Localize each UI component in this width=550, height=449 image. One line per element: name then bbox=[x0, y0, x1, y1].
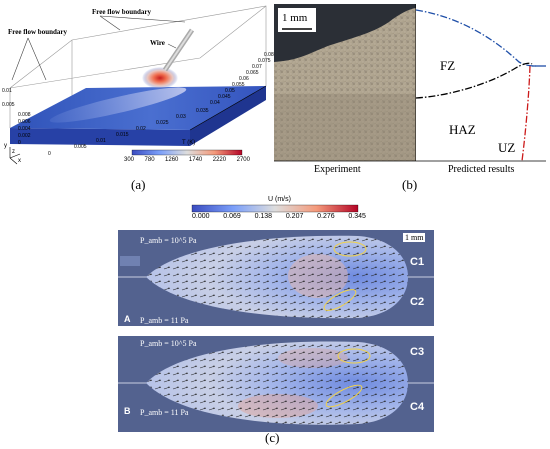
temperature-colorbar bbox=[131, 149, 243, 156]
panel-letter-b: B bbox=[124, 406, 131, 416]
pamb-low-label-a: P_amb = 11 Pa bbox=[140, 316, 189, 325]
experiment-label: Experiment bbox=[314, 164, 361, 175]
tick-label: 0.002 bbox=[18, 133, 31, 139]
panel-a: Free flow boundary Free flow boundary Wi… bbox=[0, 0, 275, 175]
pamb-low-label-b: P_amb = 11 Pa bbox=[140, 408, 189, 417]
tick-label: 0.055 bbox=[232, 82, 245, 88]
scale-bar-box bbox=[278, 8, 316, 32]
tag-c1: C1 bbox=[410, 256, 425, 268]
tick-label: 0.005 bbox=[2, 102, 15, 108]
tag-c4: C4 bbox=[410, 401, 425, 413]
panel-b-graphic bbox=[274, 4, 546, 162]
tick-label: 0.03 bbox=[176, 114, 186, 120]
haz-label: HAZ bbox=[449, 122, 476, 137]
tick-label: 0.01 bbox=[2, 88, 12, 94]
scale-bar-c: 1 mm bbox=[403, 233, 426, 242]
tick-label: 0.000 bbox=[192, 213, 210, 220]
panel-a-caption: (a) bbox=[131, 177, 146, 192]
tick-label: 0.06 bbox=[239, 76, 249, 82]
tick-label: 0.005 bbox=[74, 144, 87, 150]
tick-label: 0.008 bbox=[18, 112, 31, 118]
tick-label: 0.035 bbox=[196, 108, 209, 114]
melt-pool-hotspot bbox=[142, 67, 178, 89]
plate-right-face bbox=[190, 86, 266, 146]
pamb-high-label-b: P_amb = 10^5 Pa bbox=[140, 339, 197, 348]
tick-label: 0.345 bbox=[348, 213, 366, 220]
predicted-label: Predicted results bbox=[448, 164, 515, 175]
axes-triad bbox=[9, 147, 21, 165]
width-axis-labels: 0.008 0.006 0.004 0.002 0 bbox=[18, 112, 31, 147]
tick-label: 780 bbox=[144, 157, 155, 163]
axis-letter-x: x bbox=[18, 158, 21, 164]
tick-label: 0 bbox=[48, 151, 51, 157]
velocity-colorbar-title: U (m/s) bbox=[268, 196, 291, 203]
tick-label: 0.006 bbox=[18, 119, 31, 125]
plate-front-face bbox=[10, 128, 190, 146]
tick-label: 0.069 bbox=[223, 213, 241, 220]
velocity-colorbar bbox=[191, 204, 359, 213]
frame-b bbox=[118, 336, 434, 432]
tick-label: 0 bbox=[18, 140, 21, 146]
flow-field-graphic bbox=[118, 230, 434, 432]
panel-c-caption: (c) bbox=[265, 430, 280, 445]
tick-label: 0.276 bbox=[317, 213, 335, 220]
wire-label: Wire bbox=[150, 39, 165, 47]
height-axis-labels: 0.01 0.005 bbox=[2, 84, 15, 112]
tick-label: 2700 bbox=[236, 157, 250, 163]
tick-label: 0.207 bbox=[285, 213, 304, 220]
panel-b: 1 mm FZ HAZ UZ Experiment Predicted resu… bbox=[274, 4, 548, 179]
frame-a bbox=[118, 230, 434, 326]
temperature-colorbar-ticks: 300 780 1260 1740 2220 2700 bbox=[124, 157, 250, 163]
panel-letter-a: A bbox=[124, 314, 131, 324]
tick-label: 0.08 bbox=[264, 52, 274, 58]
temperature-colorbar-title: T (K) bbox=[182, 140, 196, 146]
haz-texture bbox=[274, 94, 416, 161]
panel-c: U (m/s) 0.000 0.069 0.138 0.207 0.276 0.… bbox=[118, 196, 434, 432]
direction-arrow bbox=[198, 50, 226, 63]
axis-long-ticks bbox=[189, 85, 267, 131]
tick-label: 0.01 bbox=[96, 138, 106, 144]
panel-a-graphic bbox=[9, 5, 267, 165]
panel-b-caption: (b) bbox=[402, 177, 418, 192]
tag-c3: C3 bbox=[410, 346, 425, 358]
experiment-metal bbox=[274, 8, 416, 161]
tick-label: 0.075 bbox=[258, 58, 271, 64]
velocity-colorbar-ticks: 0.000 0.069 0.138 0.207 0.276 0.345 bbox=[192, 213, 366, 220]
tick-label: 0.04 bbox=[210, 100, 220, 106]
axis-letter-z: z bbox=[12, 149, 15, 155]
tick-label: 300 bbox=[124, 157, 135, 163]
pamb-high-label-a: P_amb = 10^5 Pa bbox=[140, 236, 197, 245]
tick-label: 0.015 bbox=[116, 132, 129, 138]
fz-label: FZ bbox=[440, 58, 456, 73]
tick-label: 0.004 bbox=[18, 126, 31, 132]
tick-label: 0.05 bbox=[225, 88, 235, 94]
axis-letter-y: y bbox=[4, 143, 7, 149]
tick-label: 0.07 bbox=[252, 64, 262, 70]
tick-label: 0.045 bbox=[218, 94, 231, 100]
tick-label: 1260 bbox=[165, 157, 179, 163]
scale-bar-label: 1 mm bbox=[282, 12, 308, 24]
tick-label: 1740 bbox=[188, 157, 203, 163]
free-flow-top-label: Free flow boundary bbox=[92, 8, 151, 16]
uz-label: UZ bbox=[498, 140, 516, 155]
tick-label: 0.065 bbox=[246, 70, 259, 76]
tick-label: 0.025 bbox=[156, 120, 169, 126]
thermal-tail bbox=[49, 87, 187, 123]
tag-c2: C2 bbox=[410, 296, 425, 308]
haz-boundary bbox=[415, 62, 533, 99]
tick-label: 0.02 bbox=[136, 126, 146, 132]
tick-label: 2220 bbox=[212, 157, 227, 163]
tick-label: 0.138 bbox=[254, 213, 273, 220]
free-flow-left-label: Free flow boundary bbox=[8, 28, 67, 36]
fz-boundary bbox=[415, 9, 537, 67]
